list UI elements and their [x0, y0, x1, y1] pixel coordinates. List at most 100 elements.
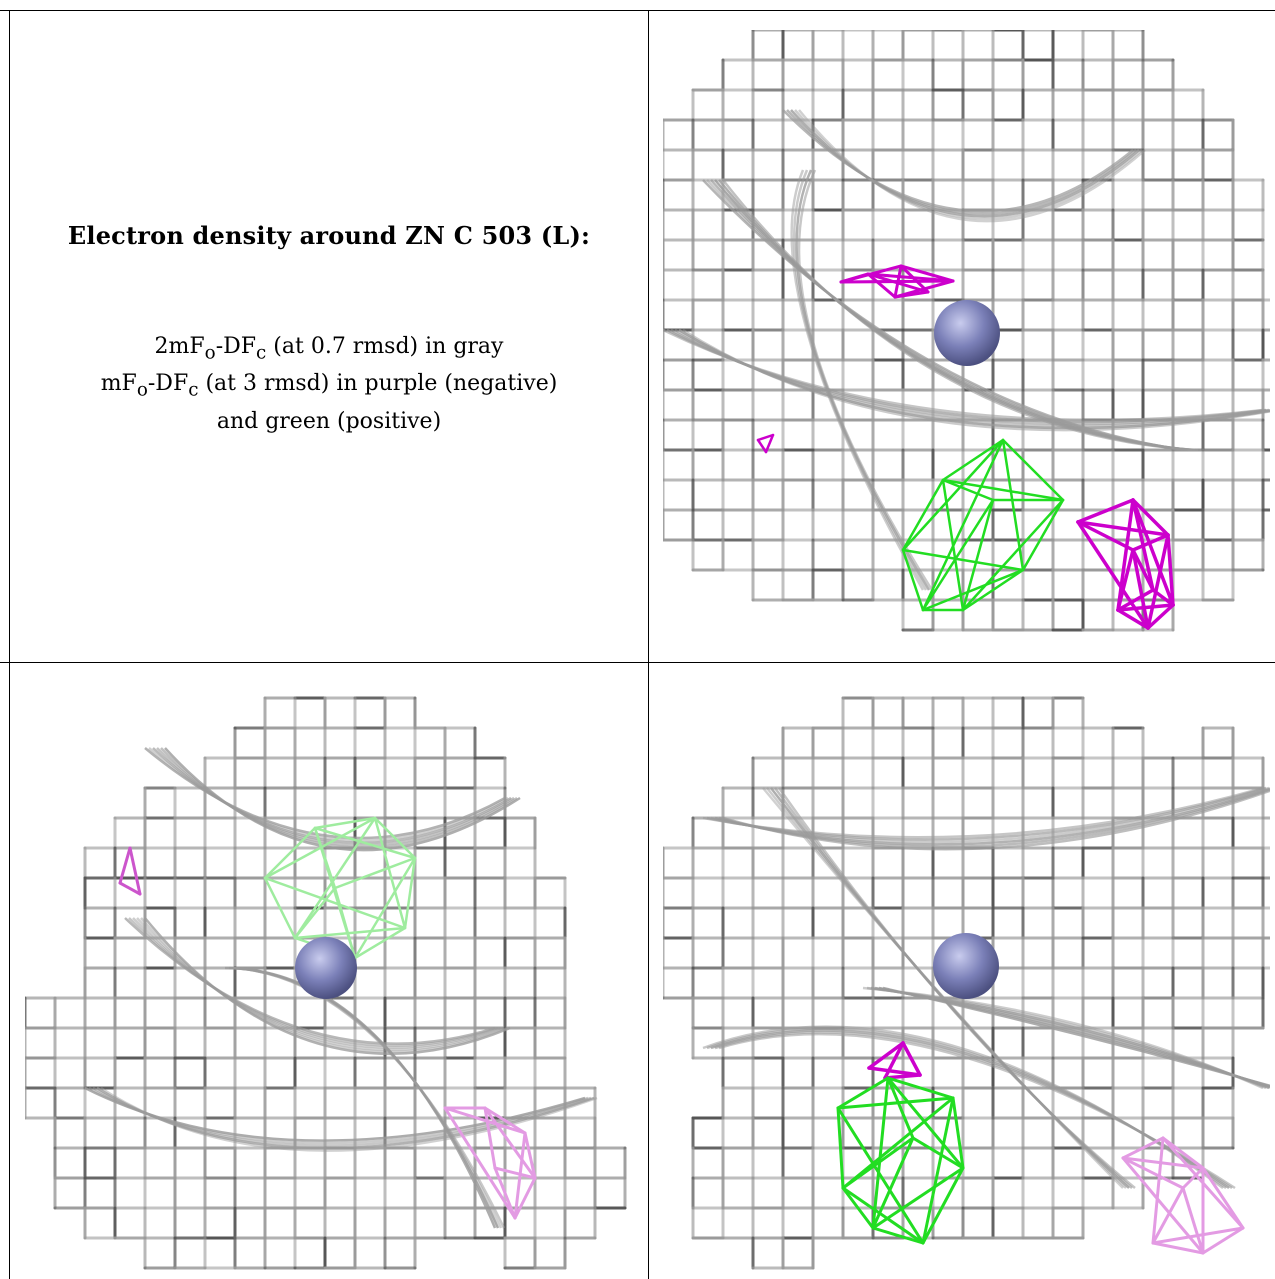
cage-edge [836, 1076, 890, 1110]
cage-edge [1131, 498, 1170, 537]
cage-edge [1001, 438, 1065, 502]
mesh-contour [232, 966, 503, 1229]
cage-edge [867, 1066, 922, 1077]
cage-edge [1181, 1166, 1205, 1190]
gray-density-mesh [663, 30, 1270, 632]
cage-edge [871, 1136, 915, 1230]
cage-edge [1121, 1136, 1165, 1160]
cage-edge [373, 816, 417, 860]
center-border [648, 10, 649, 1279]
cage-edge [756, 433, 775, 442]
cage-edge [483, 1106, 497, 1170]
cage-edge [961, 498, 1065, 612]
cage-edge [1131, 548, 1155, 592]
cage-edge [1151, 1136, 1165, 1245]
mesh-contour [718, 1033, 1236, 1190]
cage-edge [911, 1136, 965, 1170]
mesh-contour [790, 109, 1140, 218]
map2-line-2: and green (positive) [216, 408, 442, 434]
cage-edge [1116, 588, 1155, 612]
mesh-contour [798, 109, 1146, 223]
cage-edge [118, 881, 142, 896]
negative-density-blob [1121, 1136, 1245, 1255]
cage-edge [118, 846, 132, 885]
mesh-contour [870, 986, 1270, 1090]
negative-density-blob [1076, 498, 1175, 630]
density-view-svg [663, 30, 1270, 632]
negative-density-blob [867, 1041, 922, 1080]
mesh-contour [132, 917, 502, 1049]
cage-edge [756, 438, 768, 454]
cage-edge [841, 1136, 915, 1190]
caption-title: Electron density around ZN C 503 (L): [67, 221, 591, 250]
cage-edge [921, 1096, 955, 1245]
zinc-sphere [295, 937, 357, 999]
cage-edge [313, 816, 377, 830]
cage-edge [901, 438, 1005, 552]
cage-edge [293, 886, 337, 940]
cage-edge [839, 272, 870, 284]
cage-edge [443, 1106, 517, 1220]
cage-edge [961, 498, 995, 612]
cage-edge [867, 1041, 905, 1070]
cage-edge [353, 926, 407, 960]
cage-edge [901, 1041, 922, 1077]
mesh-contour [136, 917, 505, 1051]
zinc-sphere [933, 933, 999, 999]
negative-density-blob [756, 433, 775, 454]
mesh-contour [795, 169, 931, 591]
map2-line: mFo-DFc (at 3 rmsd) in purple (negative) [100, 371, 558, 401]
mesh-contour [777, 787, 1136, 1189]
cage-edge [1131, 548, 1150, 630]
cage-edge [941, 478, 1065, 502]
cage-edge [871, 1226, 925, 1245]
cage-edge [921, 498, 995, 612]
top-border [0, 10, 1275, 11]
cage-edge [513, 1176, 537, 1220]
negative-density-blob [118, 846, 142, 896]
cage-edge [483, 1106, 527, 1135]
cage-edge [1146, 533, 1170, 630]
mesh-contour [722, 179, 1199, 452]
cage-edge [263, 876, 407, 930]
cage-edge [493, 1166, 517, 1220]
cage-edge [1151, 1186, 1185, 1245]
cage-edge [921, 438, 1005, 612]
bottom-right-view [663, 668, 1270, 1273]
cage-edge [1161, 1136, 1205, 1170]
cage-edge [313, 826, 417, 860]
cage-edge [1131, 533, 1170, 552]
mesh-contour [128, 917, 499, 1047]
cage-edge [333, 856, 417, 890]
density-view-svg [663, 696, 1270, 1270]
cage-edge [901, 478, 945, 552]
cage-edge [128, 846, 142, 896]
cage-edge [866, 272, 955, 283]
cage-edge [866, 272, 897, 299]
cage-edge [443, 1106, 527, 1135]
cage-edge [1116, 498, 1135, 612]
cage-edge [883, 1041, 905, 1080]
cage-edge [1076, 520, 1170, 537]
cage-edge [764, 433, 775, 454]
cage-edge [1146, 603, 1175, 630]
cage-edge [841, 1096, 955, 1190]
cage-edge [263, 876, 297, 940]
cage-edge [1151, 588, 1175, 607]
cage-edge [523, 1131, 537, 1180]
cage-edge [836, 1106, 925, 1245]
cage-edge [1166, 533, 1175, 607]
cage-edge [1076, 520, 1135, 552]
mesh-contour [84, 1086, 586, 1142]
cage-edge [1121, 1156, 1185, 1190]
cage-edge [403, 856, 417, 930]
cage-edge [961, 568, 1025, 612]
cage-edge [899, 264, 955, 283]
cage-edge [1021, 498, 1065, 572]
negative-density-blob [443, 1106, 537, 1220]
cage-edge [951, 1096, 965, 1170]
cage-edge [1131, 498, 1175, 607]
cage-edge [333, 886, 357, 960]
cage-edge [871, 1076, 890, 1230]
